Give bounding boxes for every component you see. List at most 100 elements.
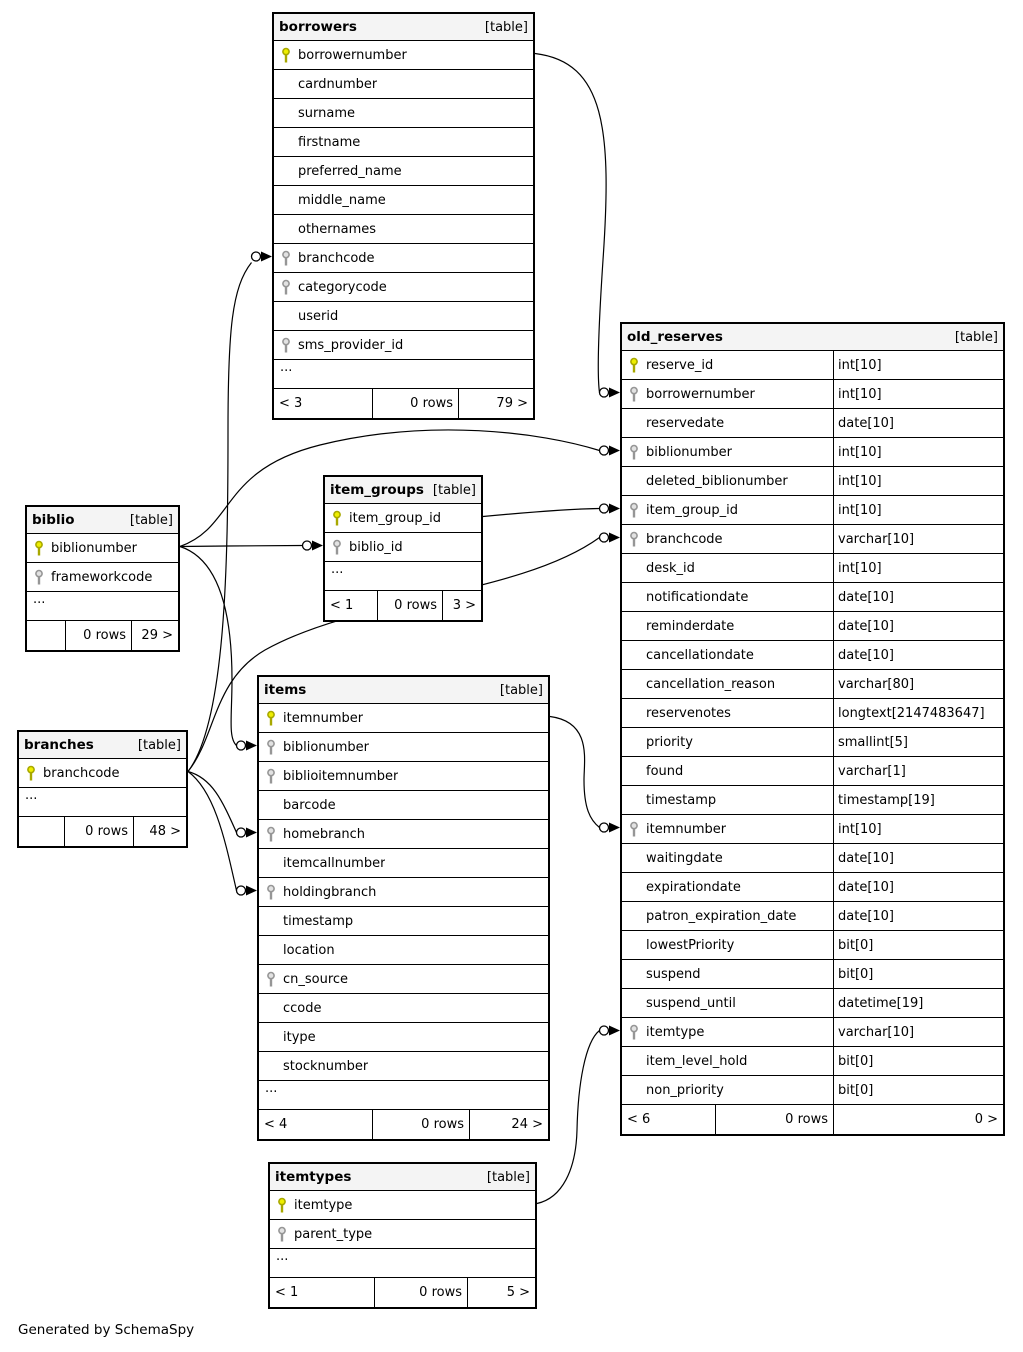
table-title[interactable]: itemtypes bbox=[275, 1169, 352, 1185]
primary-key-icon bbox=[622, 357, 646, 374]
column-name: biblionumber bbox=[646, 444, 733, 460]
edge-arrowhead bbox=[609, 503, 620, 514]
column-row-categorycode: categorycode bbox=[274, 273, 533, 302]
column-row-reservenotes: reservenotes longtext[2147483647] bbox=[622, 699, 1003, 728]
table-title[interactable]: borrowers bbox=[279, 19, 357, 35]
table-header[interactable]: itemtypes [table] bbox=[270, 1164, 535, 1191]
column-type: int[10] bbox=[833, 351, 1003, 379]
column-row-priority: priority smallint[5] bbox=[622, 728, 1003, 757]
table-footer: 0 rows 48 > bbox=[19, 817, 186, 846]
table-type-tag: [table] bbox=[954, 329, 998, 345]
relationship-edge bbox=[187, 537, 600, 772]
column-row-branchcode: branchcode varchar[10] bbox=[622, 525, 1003, 554]
table-footer: < 6 0 rows 0 > bbox=[622, 1105, 1003, 1134]
column-row-userid: userid bbox=[274, 302, 533, 331]
column-type: int[10] bbox=[833, 815, 1003, 843]
table-header[interactable]: biblio [table] bbox=[27, 507, 178, 534]
edge-zero-circle bbox=[235, 740, 247, 751]
column-name: priority bbox=[646, 734, 693, 750]
table-footer: 0 rows 29 > bbox=[27, 621, 178, 650]
column-row-stocknumber: stocknumber bbox=[259, 1052, 548, 1081]
column-type: date[10] bbox=[833, 409, 1003, 437]
foreign-key-icon bbox=[259, 826, 283, 843]
column-row-biblionumber: biblionumber int[10] bbox=[622, 438, 1003, 467]
primary-key-icon bbox=[270, 1197, 294, 1214]
column-row-biblionumber: biblionumber bbox=[259, 733, 548, 762]
column-name: biblionumber bbox=[283, 739, 370, 755]
foreign-key-icon bbox=[622, 1024, 646, 1041]
edge-arrowhead bbox=[609, 387, 620, 398]
column-name: preferred_name bbox=[298, 163, 402, 179]
column-type: varchar[80] bbox=[833, 670, 1003, 698]
column-row-branchcode: branchcode bbox=[274, 244, 533, 273]
column-name: categorycode bbox=[298, 279, 387, 295]
column-row-cn_source: cn_source bbox=[259, 965, 548, 994]
primary-key-icon bbox=[274, 47, 298, 64]
edge-arrowhead bbox=[609, 445, 620, 456]
pager-prev bbox=[27, 621, 65, 650]
column-type: date[10] bbox=[833, 844, 1003, 872]
table-header[interactable]: old_reserves [table] bbox=[622, 324, 1003, 351]
pager-next: 48 > bbox=[133, 817, 186, 846]
foreign-key-icon bbox=[622, 444, 646, 461]
column-name: branchcode bbox=[298, 250, 375, 266]
table-header[interactable]: items [table] bbox=[259, 677, 548, 704]
column-name: branchcode bbox=[43, 765, 120, 781]
row-count: 0 rows bbox=[715, 1105, 833, 1134]
column-row-timestamp: timestamp timestamp[19] bbox=[622, 786, 1003, 815]
column-name: itemnumber bbox=[646, 821, 727, 837]
column-row-desk_id: desk_id int[10] bbox=[622, 554, 1003, 583]
table-title[interactable]: biblio bbox=[32, 512, 75, 528]
table-header[interactable]: borrowers [table] bbox=[274, 14, 533, 41]
row-count: 0 rows bbox=[372, 1110, 469, 1139]
column-name: cancellation_reason bbox=[646, 676, 776, 692]
pager-prev: < 3 bbox=[279, 396, 303, 411]
pager-next: 0 > bbox=[833, 1105, 1003, 1134]
column-type: timestamp[19] bbox=[833, 786, 1003, 814]
column-row-itemnumber: itemnumber int[10] bbox=[622, 815, 1003, 844]
column-name: patron_expiration_date bbox=[646, 908, 797, 924]
row-count: 0 rows bbox=[65, 621, 131, 650]
foreign-key-icon bbox=[325, 539, 349, 556]
table-footer: < 1 0 rows 3 > bbox=[325, 591, 481, 620]
table-title[interactable]: branches bbox=[24, 737, 94, 753]
table-header[interactable]: item_groups [table] bbox=[325, 477, 481, 504]
column-name: item_group_id bbox=[646, 502, 738, 518]
column-type: int[10] bbox=[833, 467, 1003, 495]
column-row-notificationdate: notificationdate date[10] bbox=[622, 583, 1003, 612]
table-item_groups[interactable]: item_groups [table] item_group_id biblio_id… bbox=[323, 475, 483, 622]
pager-prev: < 6 bbox=[627, 1112, 651, 1127]
table-biblio[interactable]: biblio [table] biblionumber frameworkcode..… bbox=[25, 505, 180, 652]
foreign-key-icon bbox=[270, 1226, 294, 1243]
foreign-key-icon bbox=[259, 971, 283, 988]
table-title[interactable]: item_groups bbox=[330, 482, 424, 498]
column-name: ccode bbox=[283, 1000, 322, 1016]
column-row-borrowernumber: borrowernumber bbox=[274, 41, 533, 70]
table-items[interactable]: items [table] itemnumber biblionumber biblio… bbox=[257, 675, 550, 1141]
column-name: itemnumber bbox=[283, 710, 364, 726]
column-row-biblioitemnumber: biblioitemnumber bbox=[259, 762, 548, 791]
edge-zero-circle bbox=[598, 387, 610, 398]
column-name: itemtype bbox=[294, 1197, 353, 1213]
table-footer: < 4 0 rows 24 > bbox=[259, 1110, 548, 1139]
column-type: int[10] bbox=[833, 496, 1003, 524]
table-old_reserves[interactable]: old_reserves [table] reserve_id int[10] borr… bbox=[620, 322, 1005, 1136]
column-row-borrowernumber: borrowernumber int[10] bbox=[622, 380, 1003, 409]
table-title[interactable]: items bbox=[264, 682, 307, 698]
table-type-tag: [table] bbox=[484, 19, 528, 35]
row-count: 0 rows bbox=[372, 389, 458, 418]
pager-next: 3 > bbox=[442, 591, 481, 620]
edge-arrowhead bbox=[246, 740, 257, 751]
column-type: datetime[19] bbox=[833, 989, 1003, 1017]
primary-key-icon bbox=[259, 710, 283, 727]
table-title[interactable]: old_reserves bbox=[627, 329, 723, 345]
foreign-key-icon bbox=[259, 884, 283, 901]
table-type-tag: [table] bbox=[129, 512, 173, 528]
table-branches[interactable]: branches [table] branchcode... 0 rows 48 > bbox=[17, 730, 188, 848]
table-header[interactable]: branches [table] bbox=[19, 732, 186, 759]
table-type-tag: [table] bbox=[499, 682, 543, 698]
table-borrowers[interactable]: borrowers [table] borrowernumber cardnumber… bbox=[272, 12, 535, 420]
edge-zero-circle bbox=[598, 822, 610, 833]
table-itemtypes[interactable]: itemtypes [table] itemtype parent_type... < … bbox=[268, 1162, 537, 1309]
